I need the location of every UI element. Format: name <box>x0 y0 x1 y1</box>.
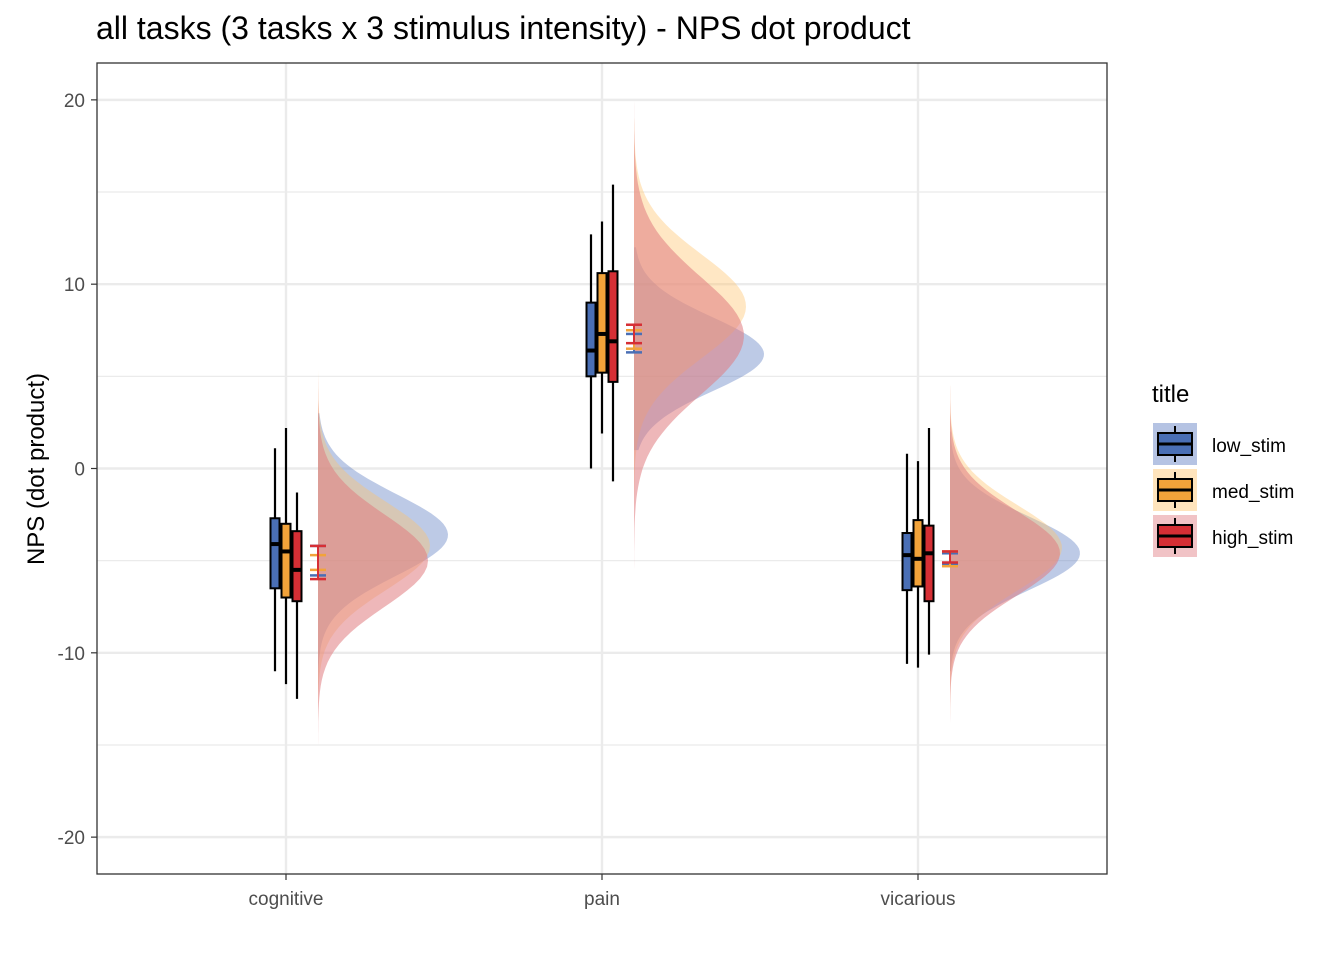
legend-label: high_stim <box>1212 528 1293 549</box>
box-body <box>923 524 935 603</box>
box-body <box>607 270 619 383</box>
box-body <box>585 301 597 378</box>
density-high_stim-vicarious <box>950 357 1060 723</box>
box-med_stim-cognitive <box>280 427 292 685</box>
box-body <box>901 532 913 592</box>
y-tick-label: 20 <box>64 91 85 112</box>
box-body <box>596 272 608 374</box>
legend-title: title <box>1152 381 1189 408</box>
y-tick-label: 10 <box>64 275 85 296</box>
legend-label: med_stim <box>1212 482 1294 503</box>
boxplots <box>269 184 935 699</box>
legend-item-med_stim: med_stim <box>1153 469 1294 511</box>
box-body <box>291 530 303 603</box>
box-low_stim-vicarious <box>901 453 913 664</box>
legend-item-low_stim: low_stim <box>1153 423 1286 465</box>
y-axis-title: NPS (dot product) <box>23 373 50 565</box>
legend-item-high_stim: high_stim <box>1153 515 1293 557</box>
mean-ci-bars <box>310 323 958 581</box>
box-low_stim-cognitive <box>269 448 281 672</box>
axis-ticks: -20 -10 0 10 20 cognitive pain vicarious <box>58 91 956 910</box>
box-high_stim-cognitive <box>291 492 303 699</box>
box-high_stim-vicarious <box>923 427 935 655</box>
x-tick-label-pain: pain <box>584 889 620 910</box>
x-tick-label-vicarious: vicarious <box>881 889 956 910</box>
legend: title low_stim med_stim high_stim <box>1152 381 1294 557</box>
legend-label: low_stim <box>1212 436 1286 457</box>
box-high_stim-pain <box>607 184 619 482</box>
chart-title: all tasks (3 tasks x 3 stimulus intensit… <box>96 10 911 46</box>
y-tick-label: -20 <box>58 828 85 849</box>
box-med_stim-vicarious <box>912 461 924 668</box>
density-clouds <box>318 94 1080 827</box>
box-med_stim-pain <box>596 221 608 434</box>
density-high_stim-cognitive <box>318 333 428 812</box>
density-high_stim-pain <box>634 94 744 570</box>
box-body <box>269 517 281 590</box>
ci-high_stim-pain <box>626 323 642 345</box>
box-low_stim-pain <box>585 234 597 469</box>
box-body <box>912 519 924 588</box>
ci-high_stim-cognitive <box>310 544 326 581</box>
y-tick-label: -10 <box>58 644 85 665</box>
box-body <box>280 522 292 599</box>
y-tick-label: 0 <box>74 460 85 481</box>
x-tick-label-cognitive: cognitive <box>249 889 324 910</box>
ci-high_stim-vicarious <box>942 550 958 564</box>
